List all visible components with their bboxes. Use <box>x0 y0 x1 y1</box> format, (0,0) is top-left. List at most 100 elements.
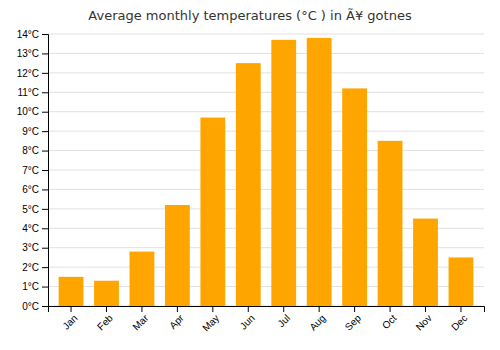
tick: 7°C <box>22 165 48 176</box>
tick: Jan <box>60 306 79 332</box>
bar <box>59 277 84 306</box>
tick-mark <box>42 248 48 249</box>
tick-mark <box>42 53 48 54</box>
tick: Nov <box>414 306 434 333</box>
bars <box>59 38 474 306</box>
tick: Oct <box>380 306 399 331</box>
tick-mark <box>42 112 48 113</box>
tick-label: 12°C <box>17 68 39 79</box>
grid <box>48 34 484 306</box>
tick-label: Sep <box>343 312 364 333</box>
tick: Apr <box>167 306 186 331</box>
plot: 0°C1°C2°C3°C4°C5°C6°C7°C8°C9°C10°C11°C12… <box>17 29 485 334</box>
tick-mark <box>42 131 48 132</box>
tick: Jul <box>275 306 292 329</box>
grid-line <box>48 92 484 93</box>
tick-mark <box>390 306 391 312</box>
x-axis: Jan Feb Mar Apr May Jun Jul Aug Sep Oct Nov Dec <box>49 306 485 334</box>
tick-label: Jan <box>60 312 79 331</box>
tick-mark <box>460 306 461 312</box>
tick-label: Apr <box>167 312 186 331</box>
grid-line <box>48 53 484 54</box>
tick-label: Aug <box>307 312 327 332</box>
bar <box>342 88 367 306</box>
tick-label: 5°C <box>22 204 39 215</box>
tick-label: 8°C <box>22 145 39 156</box>
tick-mark <box>42 209 48 210</box>
tick: 1°C <box>22 281 48 292</box>
tick: Sep <box>343 306 364 333</box>
tick-mark <box>248 306 249 312</box>
tick-label: Nov <box>414 312 434 332</box>
bar <box>200 118 225 306</box>
tick: 4°C <box>22 223 48 234</box>
axis-line <box>49 307 485 313</box>
grid-line <box>48 208 484 209</box>
tick-mark <box>42 34 48 35</box>
tick: Feb <box>95 306 115 332</box>
tick: 0°C <box>22 301 48 312</box>
tick-mark <box>354 306 355 312</box>
bar <box>378 141 403 306</box>
grid-line <box>48 131 484 132</box>
tick: Aug <box>307 306 327 333</box>
tick: 6°C <box>22 184 48 195</box>
tick-mark <box>42 228 48 229</box>
tick-label: Feb <box>95 312 115 332</box>
grid-line <box>48 170 484 171</box>
title: Average monthly temperatures (°C ) in Ã¥… <box>88 8 412 23</box>
tick: Dec <box>449 306 469 333</box>
bar <box>413 219 438 306</box>
tick-mark <box>42 306 48 307</box>
tick: 14°C <box>17 29 48 40</box>
bar <box>236 63 261 306</box>
tick-mark <box>42 92 48 93</box>
chart: 0°C1°C2°C3°C4°C5°C6°C7°C8°C9°C10°C11°C12… <box>0 0 500 350</box>
grid-line <box>48 189 484 190</box>
tick-label: 9°C <box>22 126 39 137</box>
tick-mark <box>71 306 72 312</box>
grid-line <box>48 72 484 73</box>
tick-label: 2°C <box>22 262 39 273</box>
tick-mark <box>319 306 320 312</box>
tick-mark <box>42 151 48 152</box>
tick-label: 4°C <box>22 223 39 234</box>
bar <box>307 38 332 306</box>
tick-mark <box>106 306 107 312</box>
bar <box>94 281 119 306</box>
grid-line <box>48 111 484 112</box>
tick-label: 11°C <box>17 87 39 98</box>
tick-mark <box>177 306 178 312</box>
tick-label: 0°C <box>22 301 39 312</box>
tick-mark <box>425 306 426 312</box>
bar <box>449 257 474 306</box>
tick-mark <box>42 170 48 171</box>
tick: Mar <box>130 306 150 332</box>
grid-line <box>48 34 484 35</box>
tick-mark <box>42 189 48 190</box>
tick-label: 7°C <box>22 165 39 176</box>
tick-label: 14°C <box>17 29 39 40</box>
tick-mark <box>42 267 48 268</box>
tick-mark <box>283 306 284 312</box>
tick: 8°C <box>22 145 48 156</box>
tick-mark <box>212 306 213 312</box>
grid-line <box>48 150 484 151</box>
tick: May <box>200 306 221 334</box>
bar <box>271 40 296 306</box>
tick-label: May <box>200 312 221 333</box>
tick-label: Jun <box>238 312 257 331</box>
bar <box>130 252 155 306</box>
tick: 12°C <box>17 68 48 79</box>
axis-line <box>42 35 49 307</box>
tick-label: Oct <box>380 312 399 331</box>
tick-label: 13°C <box>17 48 39 59</box>
tick-label: 10°C <box>17 106 39 117</box>
tick-mark <box>42 73 48 74</box>
tick-label: Mar <box>130 312 150 332</box>
bar <box>165 205 190 306</box>
tick-label: 6°C <box>22 184 39 195</box>
tick: 11°C <box>17 87 48 98</box>
tick: 13°C <box>17 48 48 59</box>
tick: 2°C <box>22 262 48 273</box>
